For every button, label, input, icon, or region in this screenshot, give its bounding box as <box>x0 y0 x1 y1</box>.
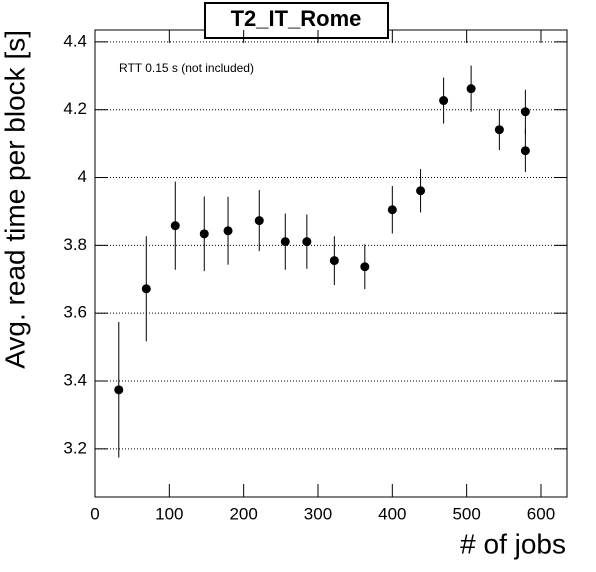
data-point <box>494 125 504 135</box>
data-point <box>360 262 370 272</box>
data-point <box>199 229 209 239</box>
title-box <box>204 2 389 39</box>
x-tick-label: 400 <box>378 504 406 523</box>
x-tick-label: 200 <box>229 504 257 523</box>
data-point <box>170 221 180 231</box>
x-tick-label: 0 <box>90 504 99 523</box>
data-point <box>466 84 476 94</box>
x-axis-label: # of jobs <box>460 528 566 559</box>
annotation: RTT 0.15 s (not included) <box>119 61 254 75</box>
y-tick-label: 4.2 <box>63 99 87 118</box>
data-point <box>302 237 312 247</box>
x-tick-label: 300 <box>304 504 332 523</box>
chart-title: T2_IT_Rome <box>231 6 362 31</box>
data-point <box>254 216 264 226</box>
data-point <box>520 146 530 156</box>
data-point <box>223 226 233 236</box>
y-tick-label: 4.4 <box>63 31 87 50</box>
y-axis-label: Avg. read time per block [s] <box>0 30 30 369</box>
data-point <box>520 107 530 117</box>
y-tick-label: 3.8 <box>63 235 87 254</box>
data-point <box>329 256 339 266</box>
data-point <box>416 186 426 196</box>
x-tick-label: 500 <box>452 504 480 523</box>
x-tick-label: 100 <box>155 504 183 523</box>
y-tick-label: 3.4 <box>63 370 87 389</box>
data-point <box>280 237 290 247</box>
y-tick-label: 3.6 <box>63 303 87 322</box>
y-tick-label: 4 <box>78 167 87 186</box>
x-tick-label: 600 <box>527 504 555 523</box>
y-tick-label: 3.2 <box>63 438 87 457</box>
data-point <box>387 205 397 215</box>
data-point <box>114 385 124 395</box>
data-point <box>439 96 449 106</box>
data-point <box>141 284 151 294</box>
